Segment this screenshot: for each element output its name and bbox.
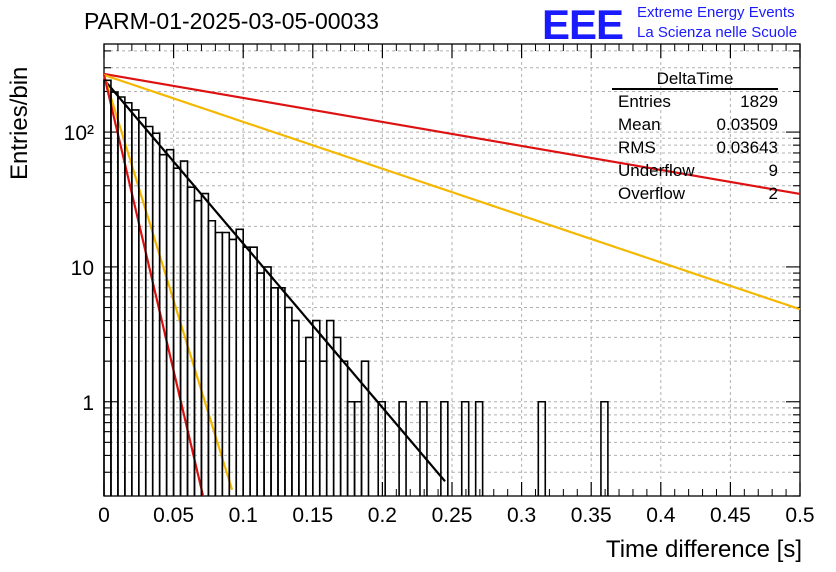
y-tick-label: 10 (71, 257, 94, 280)
x-tick-label: 0.3 (507, 504, 536, 527)
logo-line-2: La Scienza nelle Scuole (637, 24, 798, 41)
stats-label: Underflow (618, 161, 695, 180)
stats-row-rms: RMS 0.03643 (612, 136, 778, 159)
histogram-bin (298, 360, 307, 496)
stats-value: 2 (768, 184, 778, 203)
histogram-bin (440, 400, 449, 496)
histogram-bin (193, 199, 203, 496)
stats-box: DeltaTime Entries 1829 Mean 0.03509 RMS … (612, 70, 778, 205)
x-tick-label: 0 (98, 504, 110, 527)
histogram-bin (360, 360, 370, 496)
histogram-bin (263, 266, 272, 496)
stats-row-underflow: Underflow 9 (612, 159, 778, 182)
x-tick-label: 0.2 (368, 504, 397, 527)
stats-label: RMS (618, 138, 656, 157)
stats-row-entries: Entries 1829 (612, 90, 778, 113)
histogram-bin (138, 116, 147, 496)
y-tick-label: 1 (82, 392, 94, 415)
histogram-bin (270, 287, 279, 496)
stats-title: DeltaTime (612, 70, 778, 90)
histogram-bin (228, 238, 238, 496)
histogram-bin (346, 400, 356, 496)
stats-row-overflow: Overflow 2 (612, 182, 778, 205)
stats-value: 0.03643 (716, 138, 778, 157)
stats-value: 9 (768, 161, 778, 180)
histogram-bin (419, 400, 428, 496)
histogram-bin (207, 219, 217, 496)
histogram-bin (151, 132, 161, 496)
x-tick-label: 0.1 (229, 504, 258, 527)
histogram-bin (339, 360, 349, 496)
histogram-bin (398, 400, 407, 496)
x-tick-label: 0.05 (153, 504, 194, 527)
histogram-bin (318, 360, 328, 496)
fit-curve (102, 74, 234, 491)
histogram-bin (474, 400, 484, 496)
histogram-bin (537, 400, 547, 496)
x-tick-label: 0.35 (571, 504, 612, 527)
y-axis-label: Entries/bin (6, 66, 33, 180)
histogram-bin (377, 400, 386, 496)
histogram-bin (172, 167, 182, 496)
x-tick-label: 0.5 (785, 504, 814, 527)
stats-label: Entries (618, 92, 671, 111)
histogram-bin (144, 125, 154, 496)
y-tick-label: 10² (64, 122, 94, 145)
fit-curve (103, 73, 801, 311)
histogram-bin (277, 287, 286, 496)
stats-row-mean: Mean 0.03509 (612, 113, 778, 136)
stats-label: Mean (618, 115, 661, 134)
stats-value: 1829 (740, 92, 778, 111)
histogram-bin (600, 400, 609, 496)
stats-label: Overflow (618, 184, 686, 203)
fit-curve (103, 72, 801, 196)
run-title: PARM-01-2025-03-05-00033 (84, 8, 379, 34)
fit-curve (103, 78, 446, 483)
histogram-bin (242, 246, 251, 496)
x-axis-label: Time difference [s] (605, 536, 802, 563)
histogram-bin (460, 400, 470, 496)
histogram-bin (249, 246, 258, 496)
eee-logo: EEE (542, 1, 624, 48)
histogram-bin (235, 228, 244, 496)
histogram-bin (353, 400, 363, 496)
histogram-bin (186, 186, 196, 496)
histogram-bin (200, 192, 210, 496)
histogram-bin (256, 272, 265, 496)
histogram-bin (165, 148, 175, 496)
x-tick-label: 0.4 (646, 504, 676, 527)
histogram-bin (221, 231, 231, 496)
x-tick-label: 0.45 (710, 504, 751, 527)
x-tick-label: 0.15 (292, 504, 333, 527)
logo-line-1: Extreme Energy Events (637, 4, 795, 21)
stats-value: 0.03509 (716, 115, 778, 134)
x-tick-label: 0.25 (432, 504, 473, 527)
